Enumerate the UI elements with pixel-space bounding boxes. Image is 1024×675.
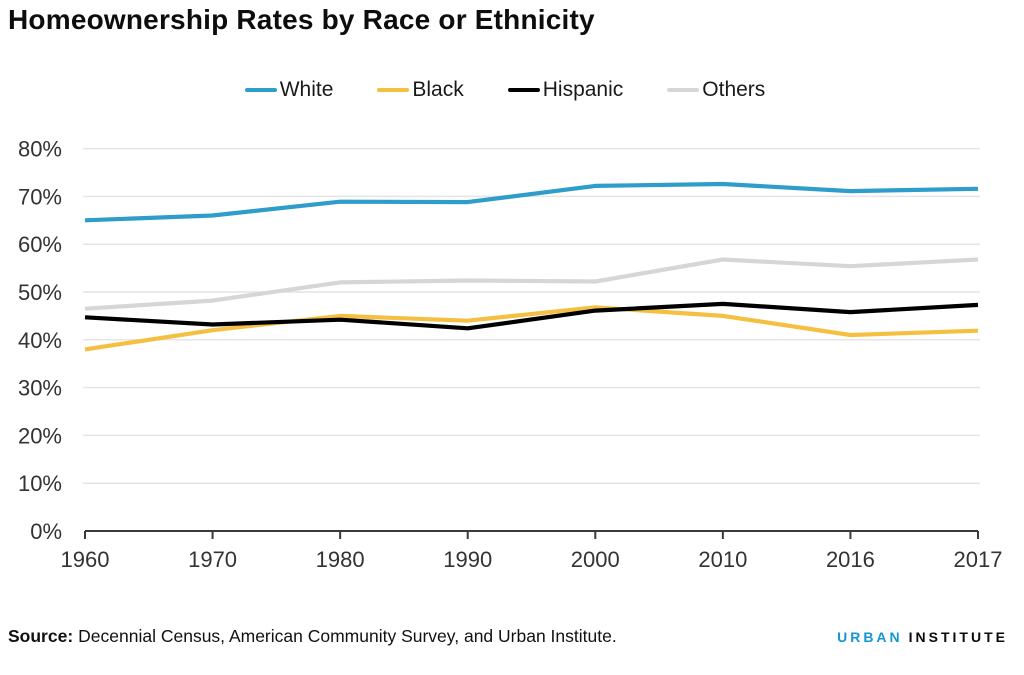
y-tick-label-30: 30% xyxy=(18,376,62,401)
y-tick-label-70: 70% xyxy=(18,184,62,209)
legend-swatch-black xyxy=(377,88,410,92)
legend-label-hispanic: Hispanic xyxy=(542,78,624,101)
x-tick-label-1990: 1990 xyxy=(443,547,492,572)
legend-swatch-others xyxy=(667,88,700,92)
logo-urban-word: URBAN xyxy=(837,629,903,645)
legend-item-others: Others xyxy=(667,78,765,102)
source-note: Source: Decennial Census, American Commun… xyxy=(8,626,617,647)
legend-item-white: White xyxy=(244,78,334,102)
legend-label-black: Black xyxy=(412,78,464,101)
urban-institute-logo: URBAN INSTITUTE xyxy=(837,629,1008,645)
x-tick-label-2010: 2010 xyxy=(698,547,747,572)
legend-label-others: Others xyxy=(702,78,766,101)
series-line-hispanic xyxy=(84,301,979,331)
series-line-white xyxy=(84,181,979,223)
legend-label-white: White xyxy=(279,78,334,101)
x-tick-label-2016: 2016 xyxy=(826,547,875,572)
x-tick-label-2000: 2000 xyxy=(571,547,620,572)
chart-legend: White Black Hispanic Others xyxy=(0,78,1010,102)
legend-item-hispanic: Hispanic xyxy=(507,78,624,102)
y-tick-label-10: 10% xyxy=(18,471,62,496)
source-label: Source: xyxy=(8,626,74,646)
x-tick-label-2017: 2017 xyxy=(954,547,1003,572)
legend-swatch-hispanic xyxy=(507,88,540,92)
series-line-black xyxy=(84,305,979,352)
legend-item-black: Black xyxy=(377,78,464,102)
source-text: Decennial Census, American Community Sur… xyxy=(78,626,617,646)
x-axis xyxy=(84,530,979,539)
x-tick-label-1960: 1960 xyxy=(61,547,110,572)
y-tick-label-0: 0% xyxy=(30,519,62,544)
y-tick-label-50: 50% xyxy=(18,280,62,305)
chart-title: Homeownership Rates by Race or Ethnicity xyxy=(8,4,595,35)
legend-swatch-white xyxy=(244,88,277,92)
x-tick-label-1970: 1970 xyxy=(188,547,237,572)
series-line-others xyxy=(84,257,979,311)
y-tick-label-20: 20% xyxy=(18,423,62,448)
logo-institute-word: INSTITUTE xyxy=(908,629,1008,645)
y-tick-label-40: 40% xyxy=(18,328,62,353)
y-tick-label-60: 60% xyxy=(18,232,62,257)
x-tick-label-1980: 1980 xyxy=(316,547,365,572)
y-tick-label-80: 80% xyxy=(18,137,62,162)
